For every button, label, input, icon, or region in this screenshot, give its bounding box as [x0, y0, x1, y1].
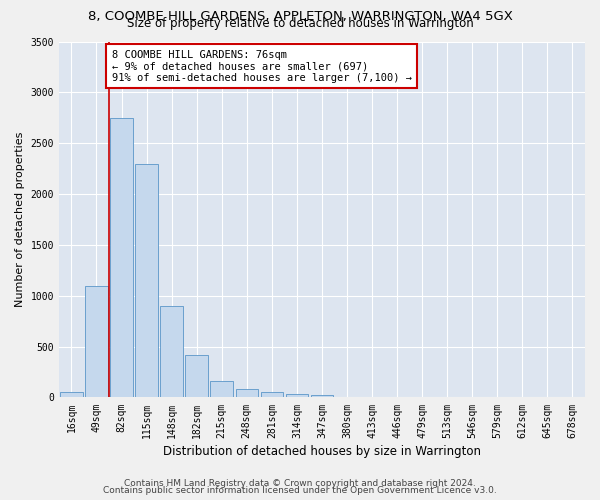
Bar: [286, 394, 308, 398]
Text: Contains HM Land Registry data © Crown copyright and database right 2024.: Contains HM Land Registry data © Crown c…: [124, 478, 476, 488]
Text: 8 COOMBE HILL GARDENS: 76sqm
← 9% of detached houses are smaller (697)
91% of se: 8 COOMBE HILL GARDENS: 76sqm ← 9% of det…: [112, 50, 412, 83]
Bar: [236, 390, 258, 398]
Text: 8, COOMBE HILL GARDENS, APPLETON, WARRINGTON, WA4 5GX: 8, COOMBE HILL GARDENS, APPLETON, WARRIN…: [88, 10, 512, 23]
Bar: [311, 396, 333, 398]
Bar: [211, 380, 233, 398]
Text: Contains public sector information licensed under the Open Government Licence v3: Contains public sector information licen…: [103, 486, 497, 495]
Y-axis label: Number of detached properties: Number of detached properties: [15, 132, 25, 307]
Bar: [110, 118, 133, 398]
Text: Size of property relative to detached houses in Warrington: Size of property relative to detached ho…: [127, 18, 473, 30]
Bar: [160, 306, 183, 398]
Bar: [336, 397, 358, 398]
Bar: [60, 392, 83, 398]
Bar: [260, 392, 283, 398]
Bar: [185, 354, 208, 398]
Bar: [136, 164, 158, 398]
Bar: [85, 286, 108, 398]
X-axis label: Distribution of detached houses by size in Warrington: Distribution of detached houses by size …: [163, 444, 481, 458]
